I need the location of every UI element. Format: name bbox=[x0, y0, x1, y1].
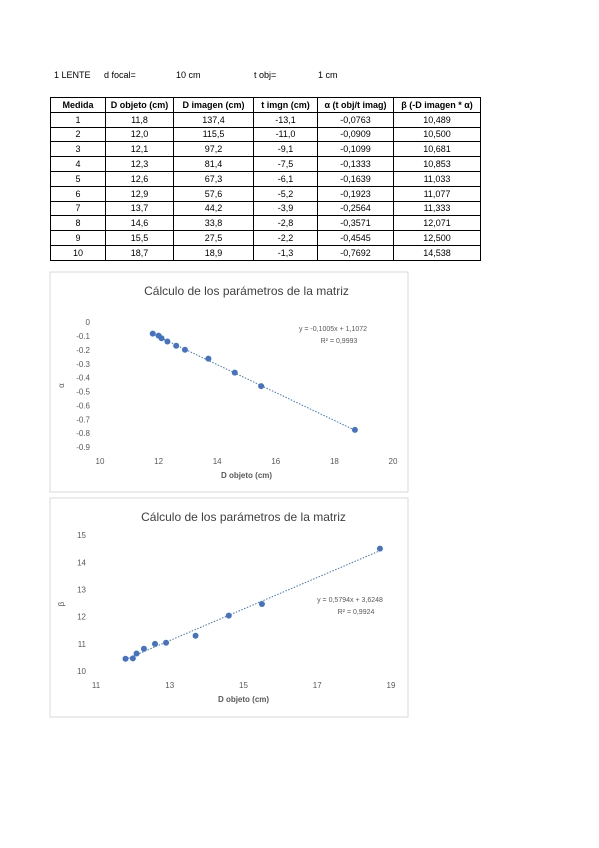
y-tick-label: 15 bbox=[77, 531, 86, 540]
chart-frame bbox=[49, 497, 409, 718]
y-tick-label: -0.8 bbox=[76, 429, 90, 438]
y-tick-label: 11 bbox=[78, 640, 87, 649]
x-tick-label: 15 bbox=[239, 681, 248, 690]
table-row: 4 12,3 81,4 -7,5 -0,1333 10,853 bbox=[50, 156, 481, 172]
trendline-equation: R² = 0,9924 bbox=[338, 609, 375, 616]
chart-title: Cálculo de los parámetros de la matriz bbox=[141, 510, 346, 524]
data-point bbox=[149, 330, 156, 337]
chart-frame bbox=[49, 271, 409, 493]
data-point bbox=[163, 639, 170, 646]
data-point bbox=[122, 655, 129, 662]
data-point bbox=[181, 346, 188, 353]
y-tick-label: -0.7 bbox=[76, 415, 90, 424]
x-tick-label: 11 bbox=[92, 681, 101, 690]
table-row: 6 12,9 57,6 -5,2 -0,1923 11,077 bbox=[50, 185, 481, 202]
data-point bbox=[258, 383, 265, 390]
x-tick-label: 10 bbox=[96, 457, 105, 466]
data-point bbox=[351, 426, 358, 433]
x-tick-label: 19 bbox=[387, 681, 396, 690]
tobj-value: 1 cm bbox=[318, 70, 338, 80]
x-tick-label: 13 bbox=[165, 681, 174, 690]
trendline-equation: R² = 0,9993 bbox=[321, 338, 358, 345]
x-tick-label: 14 bbox=[213, 457, 222, 466]
data-point bbox=[129, 655, 136, 662]
x-tick-label: 20 bbox=[389, 457, 398, 466]
data-point bbox=[133, 650, 140, 657]
table-row: 7 13,7 44,2 -3,9 -0,2564 11,333 bbox=[50, 200, 481, 217]
data-point bbox=[173, 342, 180, 349]
x-axis-label: D objeto (cm) bbox=[221, 471, 272, 480]
table-row: 5 12,6 67,3 -6,1 -0,1639 11,033 bbox=[50, 170, 481, 187]
y-tick-label: -0.6 bbox=[76, 401, 90, 410]
data-point bbox=[140, 645, 147, 652]
x-tick-label: 18 bbox=[330, 457, 339, 466]
data-point bbox=[205, 355, 212, 362]
y-tick-label: -0.4 bbox=[76, 374, 90, 383]
x-tick-label: 16 bbox=[271, 457, 280, 466]
trendline-equation: y = -0,1005x + 1,1072 bbox=[299, 326, 367, 333]
data-point bbox=[164, 338, 171, 345]
y-tick-label: 14 bbox=[77, 558, 86, 567]
y-tick-label: -0.2 bbox=[76, 346, 90, 355]
y-axis-label: β bbox=[57, 601, 66, 606]
y-tick-label: -0.1 bbox=[76, 332, 90, 341]
y-tick-label: 0 bbox=[86, 318, 91, 327]
y-tick-label: -0.9 bbox=[76, 443, 90, 452]
table-row: 9 15,5 27,5 -2,2 -0,4545 12,500 bbox=[50, 230, 481, 246]
data-point bbox=[376, 545, 383, 552]
tobj-label: t obj= bbox=[254, 70, 277, 80]
y-tick-label: -0.5 bbox=[76, 388, 90, 397]
y-tick-label: -0.3 bbox=[76, 360, 90, 369]
table-cell: 14,538 bbox=[393, 244, 481, 261]
focal-label: d focal= bbox=[104, 70, 136, 80]
table-row: 8 14,6 33,8 -2,8 -0,3571 12,071 bbox=[50, 215, 481, 232]
data-point bbox=[192, 632, 199, 639]
data-point bbox=[225, 612, 232, 619]
y-tick-label: 10 bbox=[77, 667, 86, 676]
x-axis-label: D objeto (cm) bbox=[218, 695, 269, 704]
table-row: 3 12,1 97,2 -9,1 -0,1099 10,681 bbox=[50, 141, 481, 158]
lens-label: 1 LENTE bbox=[54, 70, 91, 80]
data-table: Medida D objeto (cm) D imagen (cm) t imgn (… bbox=[50, 97, 481, 261]
focal-value: 10 cm bbox=[176, 70, 201, 80]
y-tick-label: 12 bbox=[77, 613, 86, 622]
y-axis-label: α bbox=[57, 383, 66, 388]
data-point bbox=[258, 601, 265, 607]
chart-title: Cálculo de los parámetros de la matriz bbox=[144, 284, 349, 298]
trendline-equation: y = 0,5794x + 3,6248 bbox=[317, 597, 383, 604]
data-point bbox=[152, 640, 158, 647]
data-point bbox=[158, 335, 165, 342]
x-tick-label: 12 bbox=[154, 457, 163, 466]
data-point bbox=[231, 369, 238, 376]
x-tick-label: 17 bbox=[313, 681, 322, 690]
y-tick-label: 13 bbox=[77, 586, 86, 595]
table-row: 10 18,7 18,9 -1,3 -0,7692 14,538 bbox=[50, 244, 481, 261]
